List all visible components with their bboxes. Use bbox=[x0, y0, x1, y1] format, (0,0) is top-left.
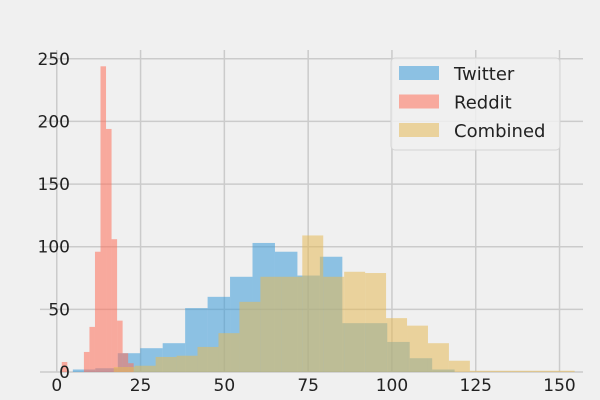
y-tick-label: 250 bbox=[38, 50, 70, 70]
reddit-bar bbox=[111, 239, 118, 372]
combined-bar bbox=[323, 276, 345, 372]
combined-bar bbox=[469, 370, 491, 372]
combined-bar bbox=[302, 235, 324, 372]
reddit-bar bbox=[122, 353, 129, 372]
x-tick-label: 25 bbox=[130, 376, 152, 396]
y-tick-label: 200 bbox=[38, 112, 70, 132]
histogram-bars bbox=[61, 66, 575, 372]
legend-label-reddit: Reddit bbox=[454, 93, 512, 114]
combined-bar bbox=[490, 370, 512, 372]
combined-bar bbox=[344, 271, 366, 372]
combined-bar bbox=[532, 370, 554, 372]
reddit-bar bbox=[89, 326, 95, 372]
combined-bar bbox=[155, 356, 177, 372]
combined-bar bbox=[407, 325, 428, 372]
combined-bar bbox=[386, 318, 408, 372]
combined-bar bbox=[365, 273, 387, 372]
y-tick-label: 50 bbox=[48, 300, 70, 320]
x-tick-label: 100 bbox=[376, 376, 408, 396]
legend-swatch-combined bbox=[399, 123, 439, 137]
combined-bar bbox=[239, 301, 261, 372]
series-combined bbox=[113, 235, 575, 372]
combined-bar bbox=[176, 355, 198, 372]
tick-labels: 0 25 50 75 100 125 150 0 50 100 150 200 250 bbox=[38, 50, 576, 396]
combined-bar bbox=[448, 360, 470, 372]
x-tick-label: 50 bbox=[214, 376, 236, 396]
reddit-bar bbox=[117, 320, 123, 372]
legend-swatch-twitter bbox=[399, 66, 439, 80]
legend-label-twitter: Twitter bbox=[453, 64, 515, 85]
reddit-bar bbox=[83, 351, 90, 372]
y-tick-label: 150 bbox=[38, 175, 70, 195]
legend-swatch-reddit bbox=[399, 94, 439, 109]
y-tick-label: 100 bbox=[38, 238, 70, 258]
combined-bar bbox=[281, 276, 303, 372]
combined-bar bbox=[218, 333, 240, 372]
combined-bar bbox=[113, 366, 135, 372]
combined-bar bbox=[553, 370, 575, 372]
combined-bar bbox=[260, 276, 282, 372]
legend: Twitter Reddit Combined bbox=[390, 57, 561, 151]
y-tick-label: 0 bbox=[59, 363, 70, 383]
x-tick-label: 75 bbox=[297, 376, 319, 396]
combined-bar bbox=[511, 370, 533, 372]
x-tick-label: 0 bbox=[51, 376, 62, 396]
combined-bar bbox=[134, 365, 156, 372]
reddit-bar bbox=[100, 66, 107, 372]
combined-bar bbox=[197, 346, 219, 372]
x-tick-label: 125 bbox=[460, 376, 492, 396]
reddit-bar bbox=[61, 361, 68, 372]
combined-bar bbox=[427, 343, 449, 372]
reddit-bar bbox=[94, 251, 101, 372]
reddit-bar bbox=[106, 128, 112, 372]
x-tick-label: 150 bbox=[543, 376, 575, 396]
legend-label-combined: Combined bbox=[454, 121, 545, 142]
